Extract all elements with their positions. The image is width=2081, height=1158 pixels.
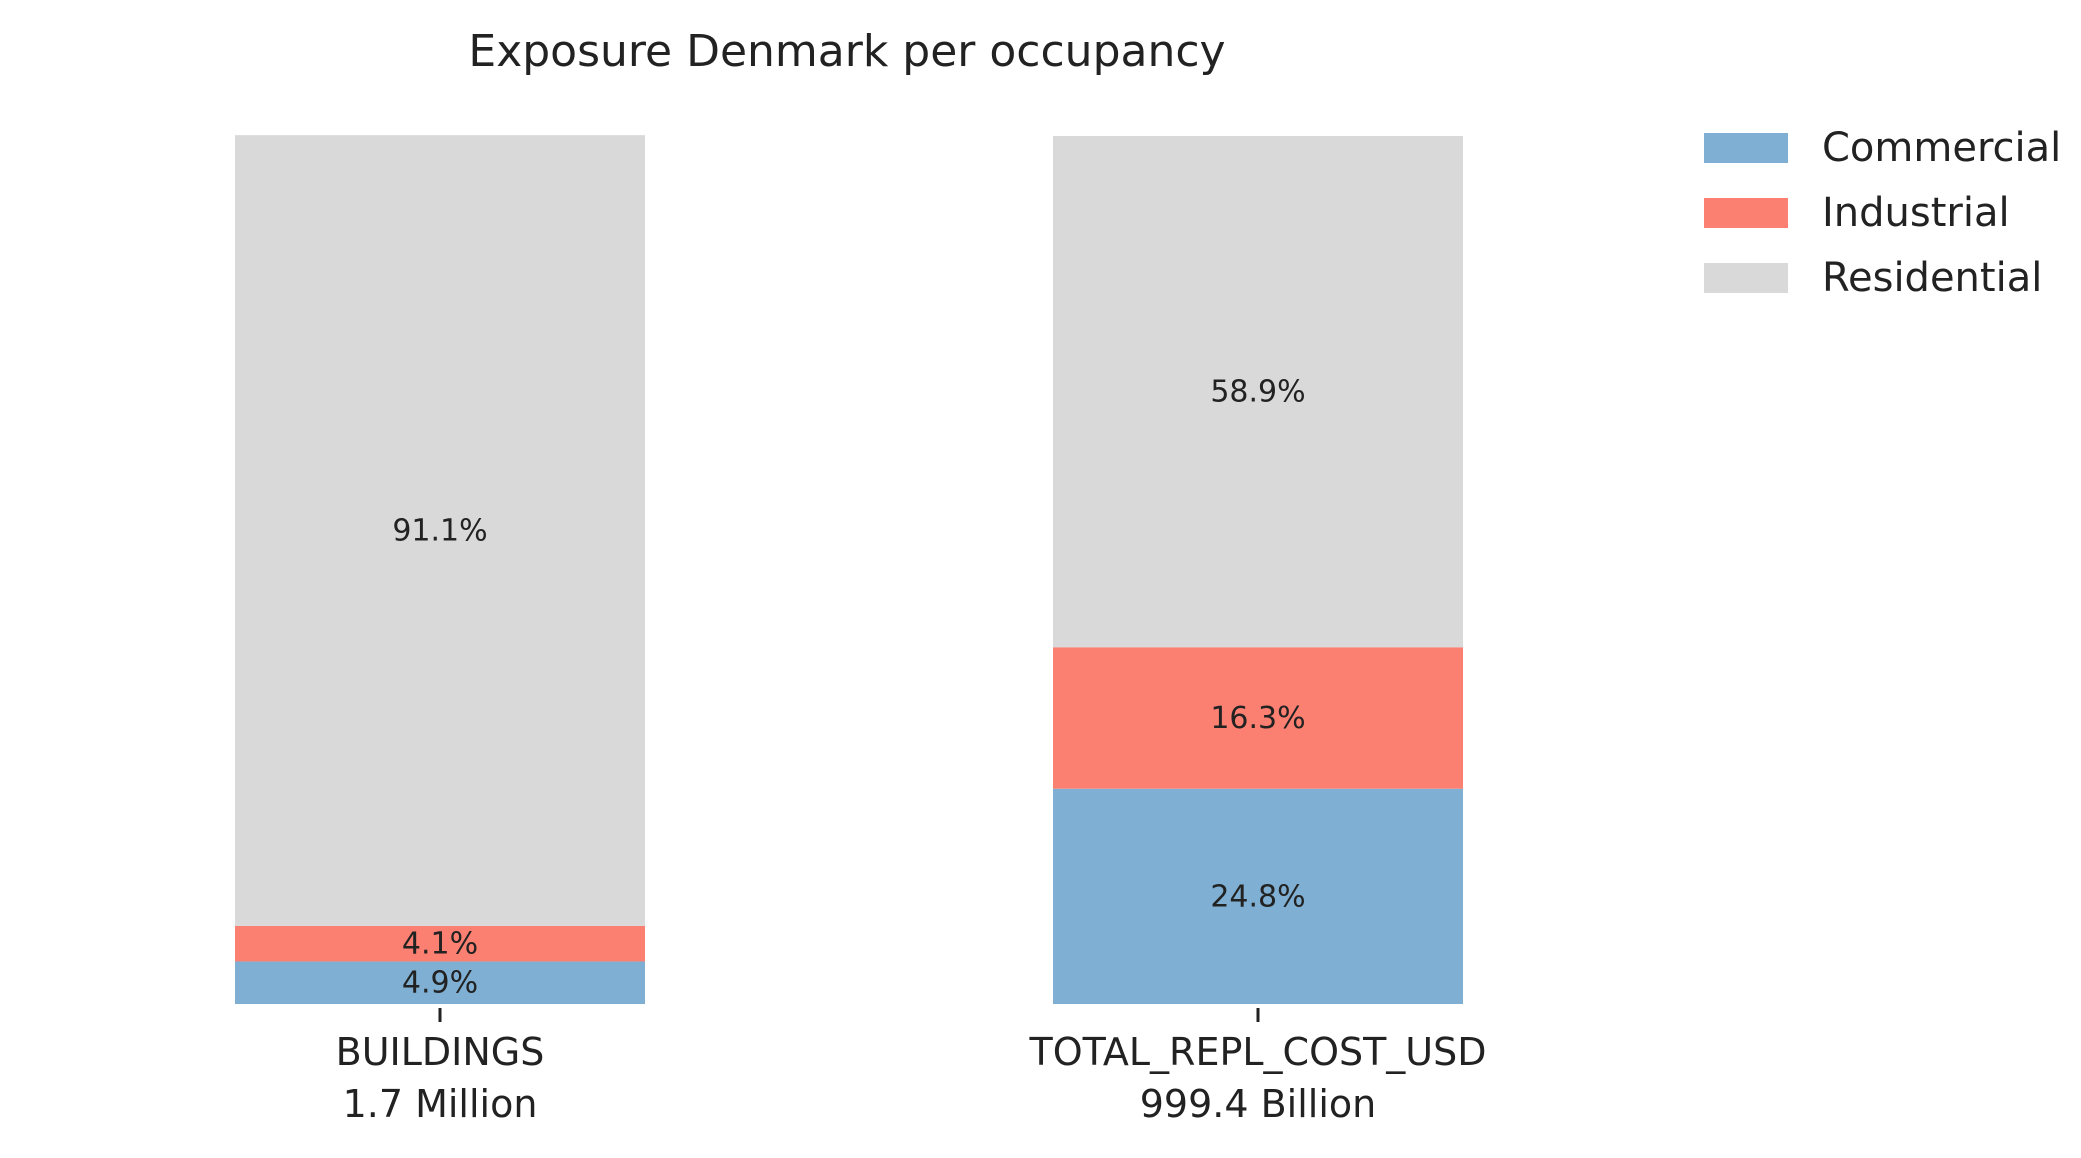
bar-commercial-buildings	[235, 961, 645, 1004]
legend-swatch-industrial	[1704, 198, 1788, 228]
legend-swatch-residential	[1704, 263, 1788, 293]
category-total-label: 1.7 Million	[343, 1082, 538, 1126]
bar-commercial-total_repl_cost_usd	[1053, 788, 1463, 1004]
value-label: 4.9%	[402, 966, 478, 1001]
x-axis: BUILDINGS 1.7 Million TOTAL_REPL_COST_USD 9…	[336, 1008, 1487, 1126]
bar-industrial-total_repl_cost_usd	[1053, 647, 1463, 789]
bars-layer	[235, 135, 1463, 1004]
value-labels-layer: 4.9% 4.1% 91.1% 24.8% 16.3% 58.9%	[392, 375, 1305, 1001]
x-tick-label: TOTAL_REPL_COST_USD	[1028, 1030, 1486, 1074]
bar-industrial-buildings	[235, 925, 645, 962]
category-total-label: 999.4 Billion	[1140, 1082, 1377, 1126]
value-label: 91.1%	[392, 514, 487, 549]
legend-swatch-commercial	[1704, 133, 1788, 163]
x-tick-label: BUILDINGS	[336, 1030, 545, 1074]
value-label: 24.8%	[1210, 879, 1305, 914]
bar-residential-buildings	[235, 135, 645, 926]
chart-title: Exposure Denmark per occupancy	[468, 26, 1225, 77]
bar-residential-total_repl_cost_usd	[1053, 136, 1463, 648]
legend-label-industrial: Industrial	[1822, 190, 2010, 236]
legend-label-residential: Residential	[1822, 255, 2042, 301]
legend-label-commercial: Commercial	[1822, 125, 2061, 171]
value-label: 4.1%	[402, 927, 478, 962]
value-label: 16.3%	[1210, 701, 1305, 736]
legend: Commercial Industrial Residential	[1704, 125, 2061, 301]
value-label: 58.9%	[1210, 375, 1305, 410]
